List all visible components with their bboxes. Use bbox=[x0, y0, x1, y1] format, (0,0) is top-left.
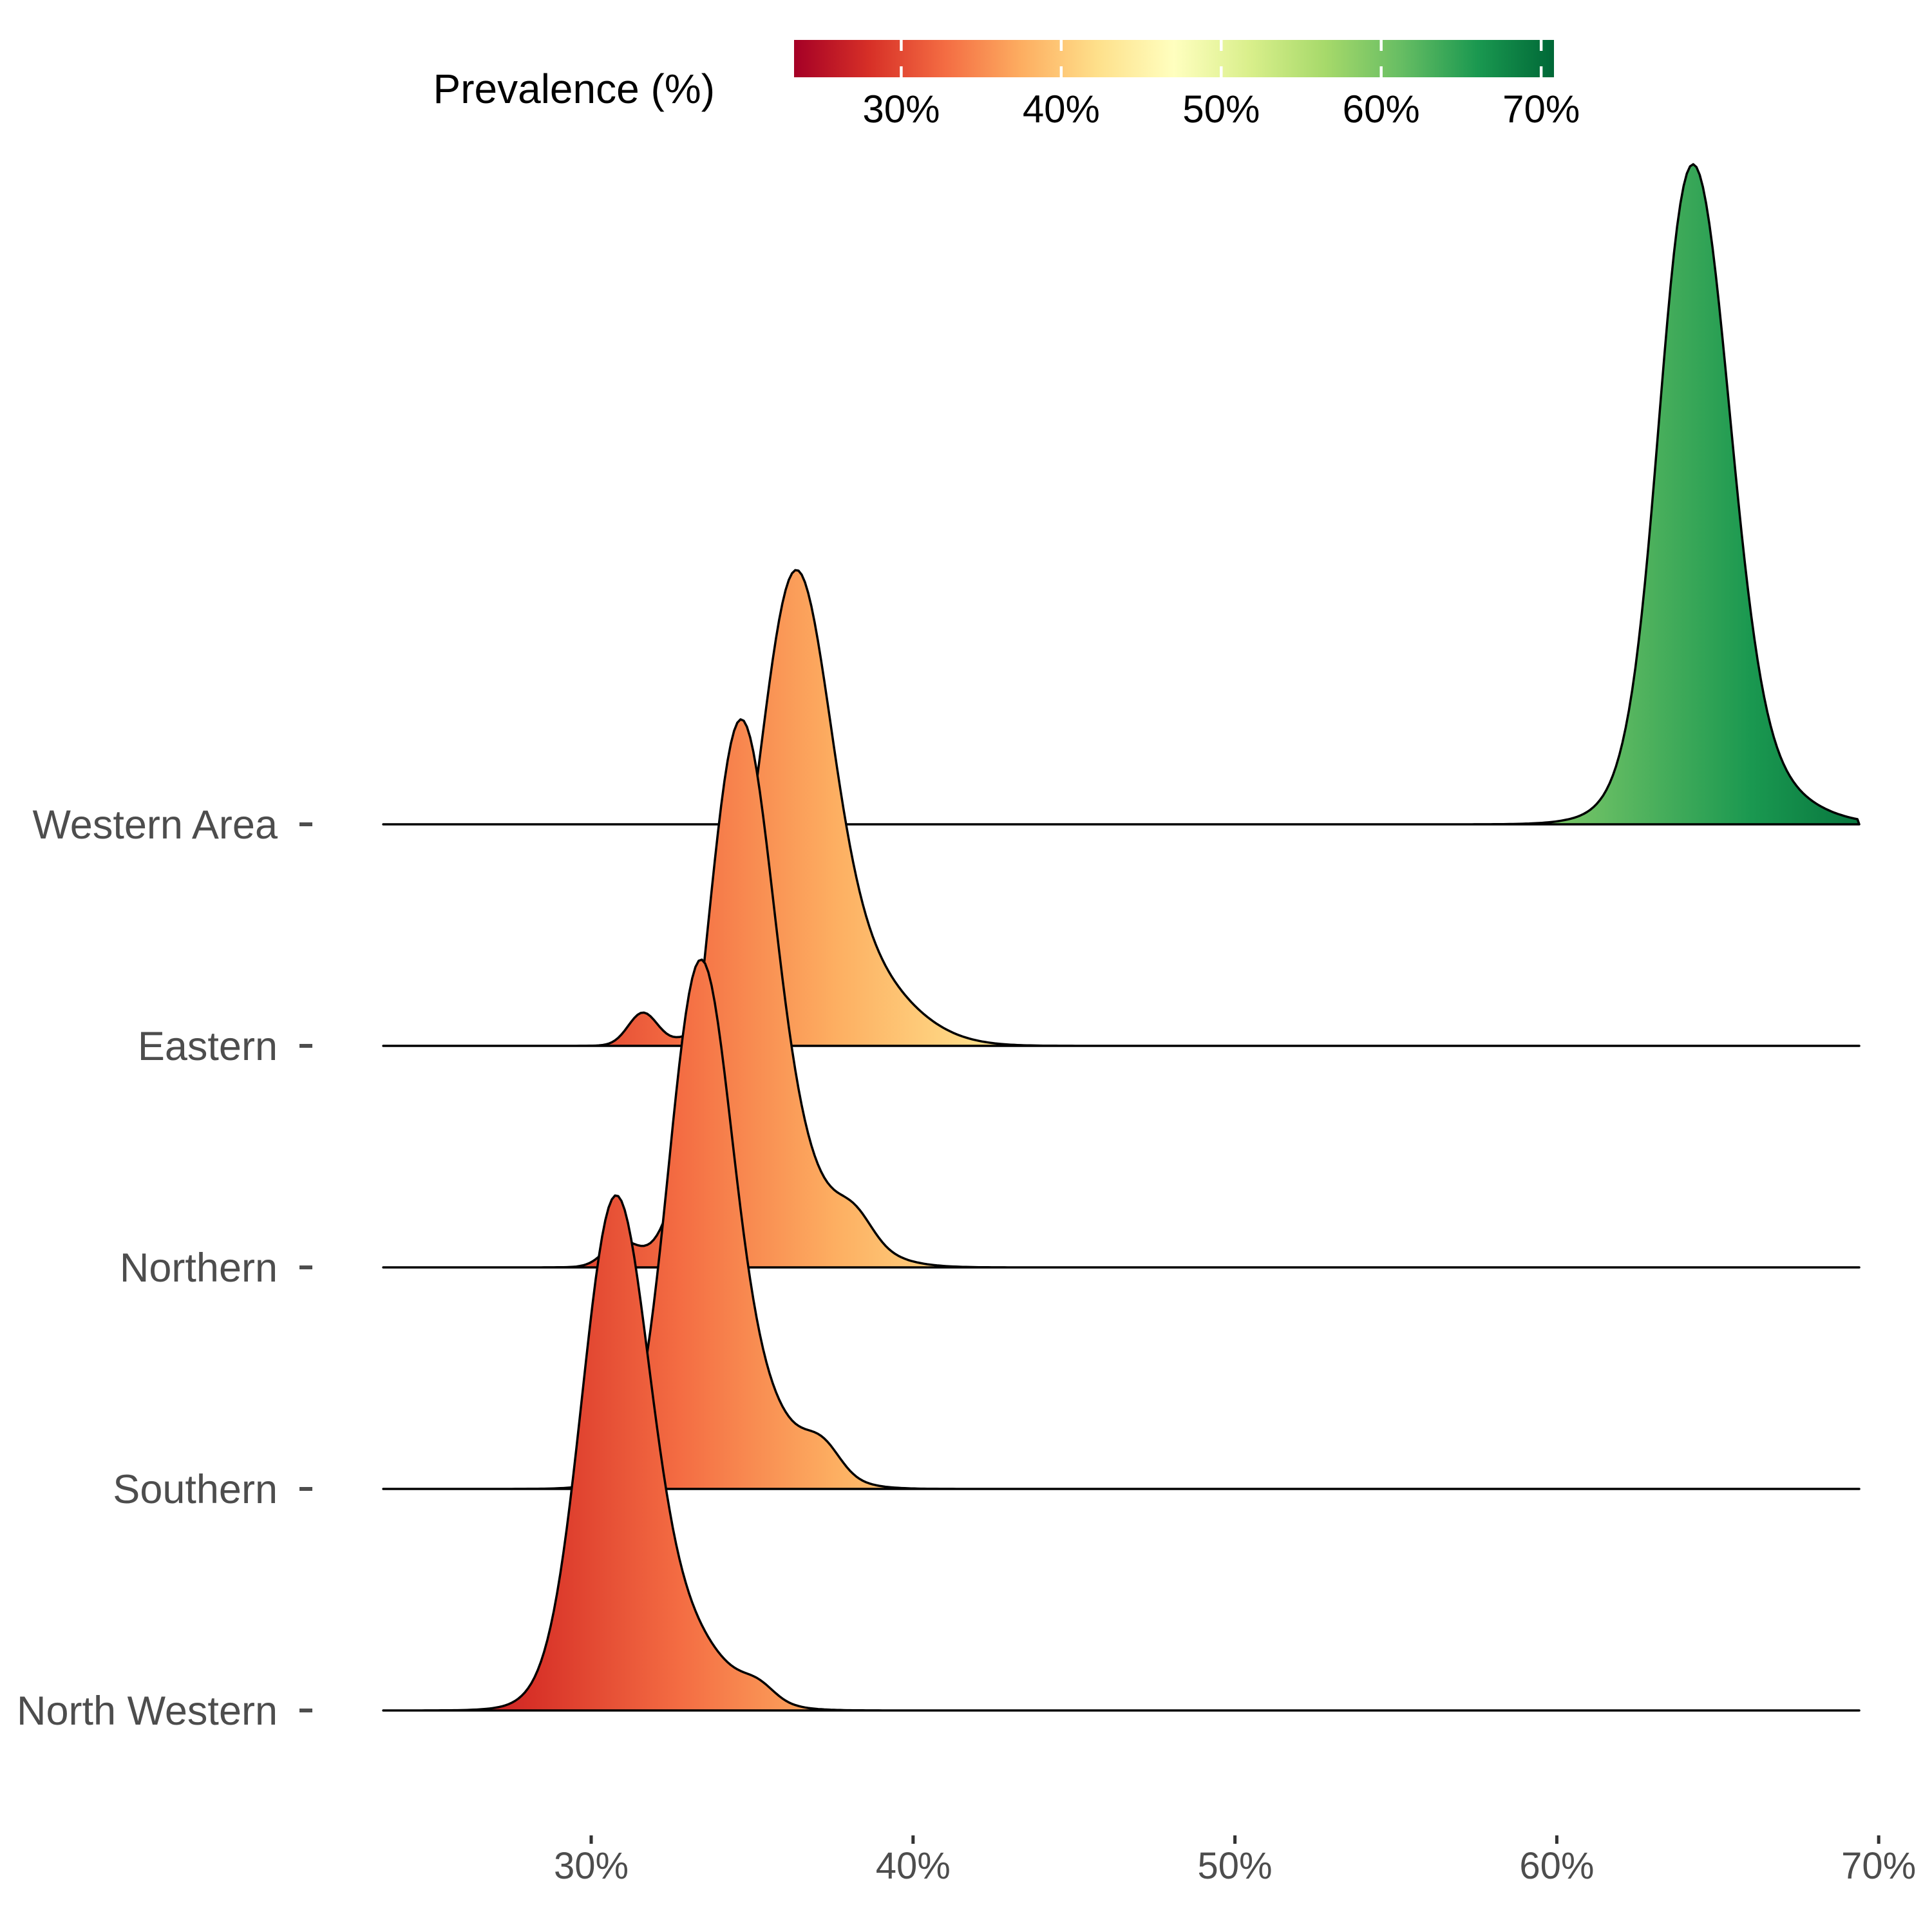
legend-tick bbox=[900, 66, 903, 77]
legend-tick-label: 40% bbox=[1023, 88, 1100, 131]
ridge-rows bbox=[382, 163, 1861, 1712]
density-curve-western-area bbox=[382, 163, 1861, 826]
y-tick-mark bbox=[299, 1709, 312, 1712]
y-tick-mark bbox=[299, 1487, 312, 1491]
region-label-north-western: North Western bbox=[17, 1689, 278, 1734]
x-tick-mark bbox=[589, 1835, 593, 1844]
region-label-southern: Southern bbox=[113, 1467, 278, 1512]
region-label-northern: Northern bbox=[120, 1245, 278, 1291]
legend-colorbar: 30% 40% 50% 60% 70% bbox=[794, 40, 1580, 131]
legend-tick bbox=[1539, 40, 1543, 51]
legend-tick-label: 60% bbox=[1343, 88, 1420, 131]
y-tick-mark bbox=[299, 822, 312, 826]
y-tick-mark bbox=[299, 1265, 312, 1269]
legend-gradient-bar bbox=[794, 40, 1554, 77]
y-axis: Western Area Eastern Northern Southern North… bbox=[17, 802, 312, 1734]
ridge-row-western-area bbox=[382, 163, 1861, 826]
legend-tick bbox=[1379, 40, 1383, 51]
legend-tick-label: 50% bbox=[1182, 88, 1260, 131]
x-tick-mark bbox=[1555, 1835, 1558, 1844]
x-tick-mark bbox=[1877, 1835, 1880, 1844]
legend-tick bbox=[1539, 66, 1543, 77]
x-tick-label: 70% bbox=[1841, 1845, 1916, 1887]
legend-tick bbox=[1220, 40, 1223, 51]
x-tick-mark bbox=[1233, 1835, 1237, 1844]
legend-title: Prevalence (%) bbox=[433, 66, 715, 112]
region-label-eastern: Eastern bbox=[138, 1024, 278, 1069]
legend-tick bbox=[1059, 66, 1063, 77]
x-tick-label: 50% bbox=[1198, 1845, 1273, 1887]
legend-tick-label: 70% bbox=[1502, 88, 1580, 131]
legend-tick bbox=[900, 40, 903, 51]
legend-tick bbox=[1220, 66, 1223, 77]
x-axis: 30% 40% 50% 60% 70% bbox=[554, 1835, 1916, 1887]
legend-tick bbox=[1379, 66, 1383, 77]
ridge-row-north-western bbox=[382, 1194, 1861, 1712]
region-label-western-area: Western Area bbox=[32, 802, 278, 848]
x-tick-mark bbox=[911, 1835, 915, 1844]
density-curve-north-western bbox=[382, 1194, 1861, 1712]
x-tick-label: 40% bbox=[876, 1845, 951, 1887]
x-tick-label: 30% bbox=[554, 1845, 629, 1887]
x-tick-label: 60% bbox=[1519, 1845, 1594, 1887]
y-tick-mark bbox=[299, 1044, 312, 1048]
legend-tick bbox=[1059, 40, 1063, 51]
legend-tick-label: 30% bbox=[862, 88, 940, 131]
